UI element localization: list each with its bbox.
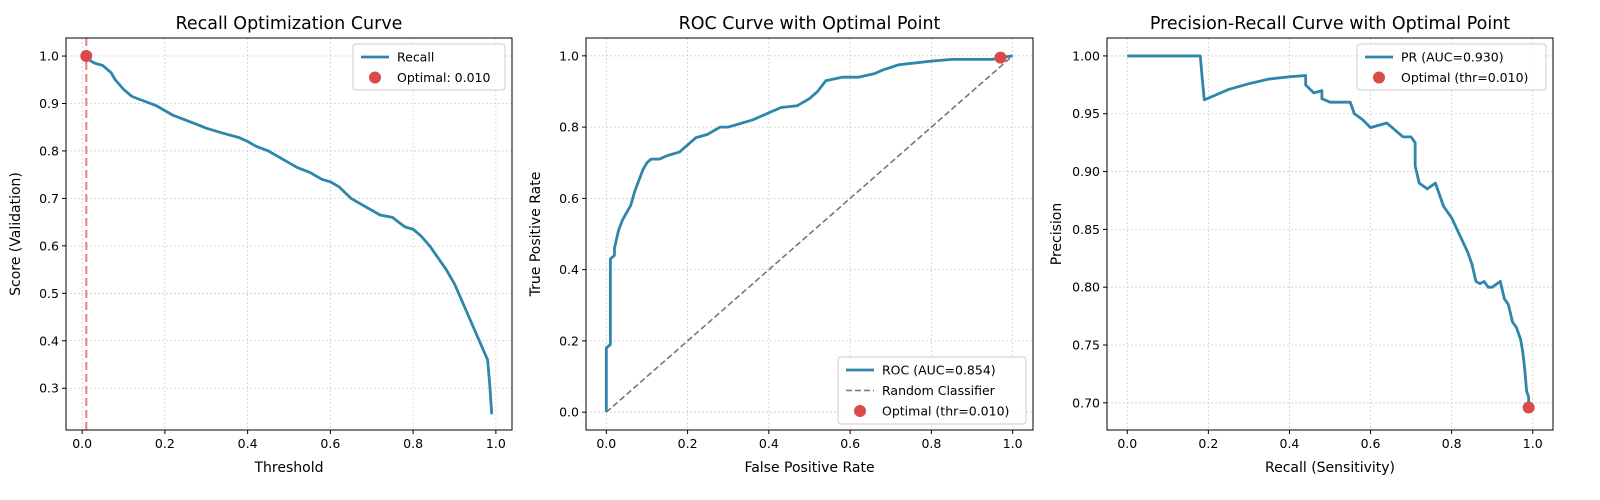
- legend-label: Random Classifier: [882, 383, 996, 398]
- y-tick-label: 0.4: [39, 333, 59, 348]
- x-tick-label: 0.2: [678, 436, 698, 451]
- x-tick-label: 0.4: [238, 436, 258, 451]
- optimal-point: [80, 50, 93, 63]
- y-tick-label: 0.95: [1072, 106, 1100, 121]
- optimal-point: [994, 51, 1007, 64]
- legend-label: Optimal: 0.010: [397, 70, 490, 85]
- y-tick-label: 0.80: [1072, 280, 1100, 295]
- legend-label: Optimal (thr=0.010): [1401, 70, 1528, 85]
- y-tick-label: 0.9: [39, 96, 59, 111]
- y-tick-label: 0.4: [559, 262, 579, 277]
- series-line-1: [604, 54, 1013, 413]
- series-line-1: [85, 55, 494, 415]
- x-tick-label: 0.6: [320, 436, 340, 451]
- legend-box: [352, 43, 506, 91]
- y-tick-label: 0.0: [559, 405, 579, 420]
- y-tick-label: 0.8: [39, 143, 59, 158]
- y-tick-label: 0.5: [39, 286, 59, 301]
- x-tick-label: 0.0: [72, 436, 92, 451]
- y-tick-label: 0.6: [559, 191, 579, 206]
- y-tick-label: 0.8: [559, 120, 579, 135]
- x-tick-label: 1.0: [486, 436, 506, 451]
- optimal-point: [1522, 401, 1535, 414]
- chart-panel-1: 0.0 0.2 0.4 0.6 0.8 1.0 0.3 0.4 0.5 0.6 0.7 0.8 0.9 1…: [8, 14, 513, 476]
- x-tick-label: 0.8: [921, 436, 941, 451]
- y-tick-label: 0.3: [39, 381, 59, 396]
- x-tick-label: 0.4: [759, 436, 779, 451]
- chart-title: ROC Curve with Optimal Point: [679, 14, 941, 34]
- legend: PR (AUC=0.930) Optimal (thr=0.010): [1356, 43, 1547, 91]
- y-tick-label: 0.90: [1072, 164, 1100, 179]
- y-tick-label: 0.85: [1072, 222, 1100, 237]
- chart-panel-3: 0.0 0.2 0.4 0.6 0.8 1.0 0.70 0.75 0.80 0.85 0.90 0.…: [1049, 14, 1554, 476]
- legend-box: [837, 356, 1027, 425]
- x-tick-label: 1.0: [1003, 436, 1023, 451]
- legend: ROC (AUC=0.854) Random Classifier Optimal …: [837, 356, 1027, 425]
- y-tick-label: 1.0: [39, 49, 59, 64]
- x-axis-label: Recall (Sensitivity): [1265, 460, 1395, 476]
- y-tick-label: 1.00: [1072, 48, 1100, 63]
- y-tick-label: 0.70: [1072, 395, 1100, 410]
- series-line-2: [605, 55, 1014, 413]
- x-tick-label: 0.2: [1198, 436, 1218, 451]
- y-axis-label: Precision: [1049, 203, 1065, 265]
- y-axis-label: True Positive Rate: [528, 172, 544, 298]
- x-tick-label: 0.8: [1442, 436, 1462, 451]
- legend-swatch-dot: [1373, 71, 1385, 84]
- x-axis-label: Threshold: [254, 460, 324, 476]
- x-tick-label: 0.4: [1280, 436, 1300, 451]
- chart-title: Recall Optimization Curve: [176, 14, 403, 34]
- legend-label: PR (AUC=0.930): [1401, 50, 1504, 65]
- x-axis-label: False Positive Rate: [744, 460, 874, 476]
- x-tick-label: 0.0: [1117, 436, 1137, 451]
- x-tick-label: 1.0: [1523, 436, 1543, 451]
- x-tick-label: 0.8: [403, 436, 423, 451]
- y-tick-label: 0.6: [39, 238, 59, 253]
- y-tick-label: 0.2: [559, 333, 579, 348]
- legend-label: ROC (AUC=0.854): [882, 363, 996, 378]
- axes-frame: [65, 37, 513, 431]
- legend-label: Recall: [397, 50, 434, 65]
- series-line-1: [1127, 54, 1531, 407]
- y-axis-label: Score (Validation): [8, 172, 24, 296]
- x-tick-label: 0.6: [1361, 436, 1381, 451]
- chart-title: Precision-Recall Curve with Optimal Poin…: [1150, 14, 1510, 34]
- x-tick-label: 0.6: [840, 436, 860, 451]
- axes-frame: [585, 37, 1034, 431]
- y-tick-label: 1.0: [559, 48, 579, 63]
- legend-swatch-dot: [854, 405, 866, 417]
- x-tick-label: 0.0: [596, 436, 616, 451]
- legend: Recall Optimal: 0.010: [352, 43, 506, 91]
- axes-frame: [1106, 37, 1554, 431]
- y-tick-label: 0.7: [39, 191, 59, 206]
- legend-swatch-dot: [369, 71, 381, 84]
- legend-box: [1356, 43, 1547, 91]
- y-tick-label: 0.75: [1072, 338, 1100, 353]
- legend-label: Optimal (thr=0.010): [882, 404, 1009, 419]
- x-tick-label: 0.2: [155, 436, 175, 451]
- chart-panel-2: 0.0 0.2 0.4 0.6 0.8 1.0 0.0 0.2 0.4 0.6 0.8 1.0 ROC …: [528, 14, 1034, 476]
